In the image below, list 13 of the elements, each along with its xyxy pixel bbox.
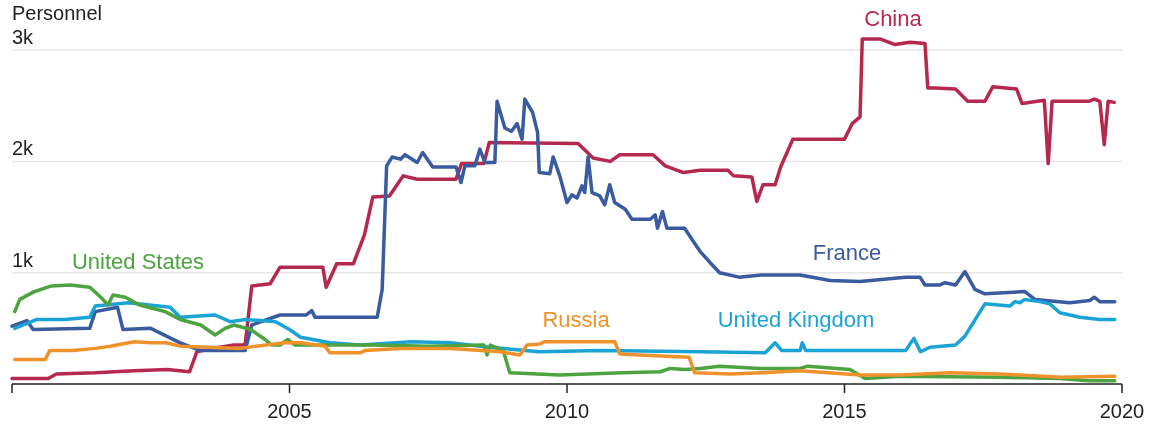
x-tick-label: 2005 [267, 400, 312, 422]
y-tick-label: 1k [12, 248, 35, 271]
y-axis-title: Personnel [12, 2, 103, 24]
series-label: France [812, 239, 882, 265]
x-tick-label: 2015 [822, 400, 867, 422]
y-tick-label: 2k [12, 137, 35, 160]
series-label: United Kingdom [717, 306, 875, 332]
series-label: China [864, 5, 923, 31]
series-label: United States [71, 248, 205, 274]
x-tick-label: 2020 [1099, 400, 1145, 422]
x-tick-label: 2010 [544, 400, 590, 422]
series-label: Russia [542, 306, 611, 332]
y-tick-label: 3k [12, 26, 35, 49]
